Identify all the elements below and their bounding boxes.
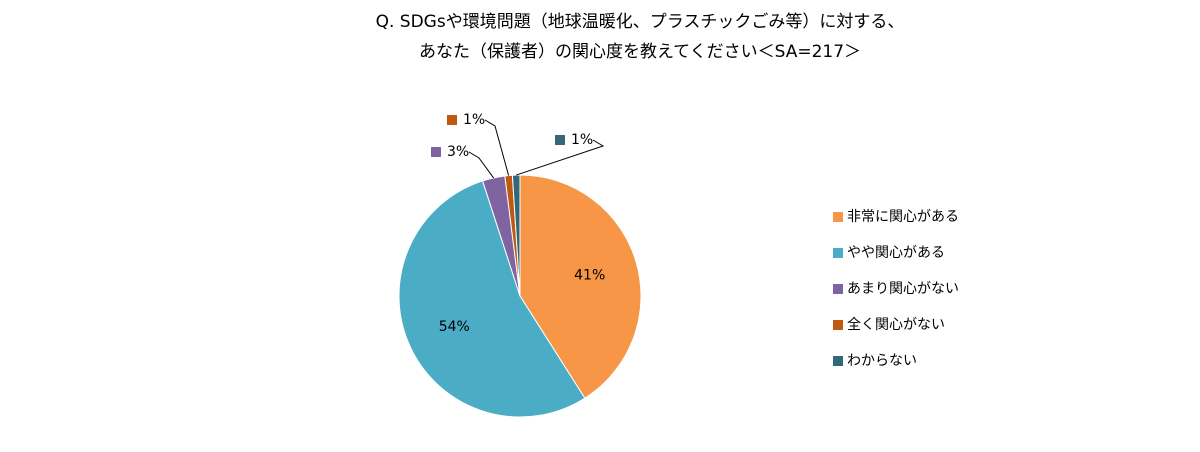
chart-title: あなた（保護者）の関心度を教えてください＜SA=217＞ (419, 42, 861, 62)
legend-swatch (833, 248, 843, 258)
legend-label: わからない (847, 353, 917, 369)
legend-swatch (833, 212, 843, 222)
label-key (447, 115, 457, 125)
legend-label: 非常に関心がある (847, 209, 959, 225)
pie-slice (519, 174, 642, 399)
data-label: 3% (447, 144, 469, 160)
label-key (431, 147, 441, 157)
legend-label: あまり関心がない (847, 281, 959, 297)
data-label: 1% (571, 132, 593, 148)
data-label: 54% (439, 319, 470, 335)
legend-swatch (833, 356, 843, 366)
pie-slice (511, 174, 521, 297)
leader-line (468, 151, 495, 179)
data-label: 1% (463, 112, 485, 128)
leader-line (516, 139, 605, 176)
legend-label: 全く関心がない (847, 316, 945, 333)
leader-line (484, 119, 510, 176)
legend-swatch (833, 284, 843, 294)
chart-title: Q. SDGsや環境問題（地球温暖化、プラスチックごみ等）に対する、 (376, 12, 905, 32)
legend-swatch (833, 320, 843, 330)
legend-label: やや関心がある (847, 245, 945, 261)
data-label: 41% (574, 268, 605, 284)
pie-slice (398, 180, 586, 418)
label-key (555, 135, 565, 145)
